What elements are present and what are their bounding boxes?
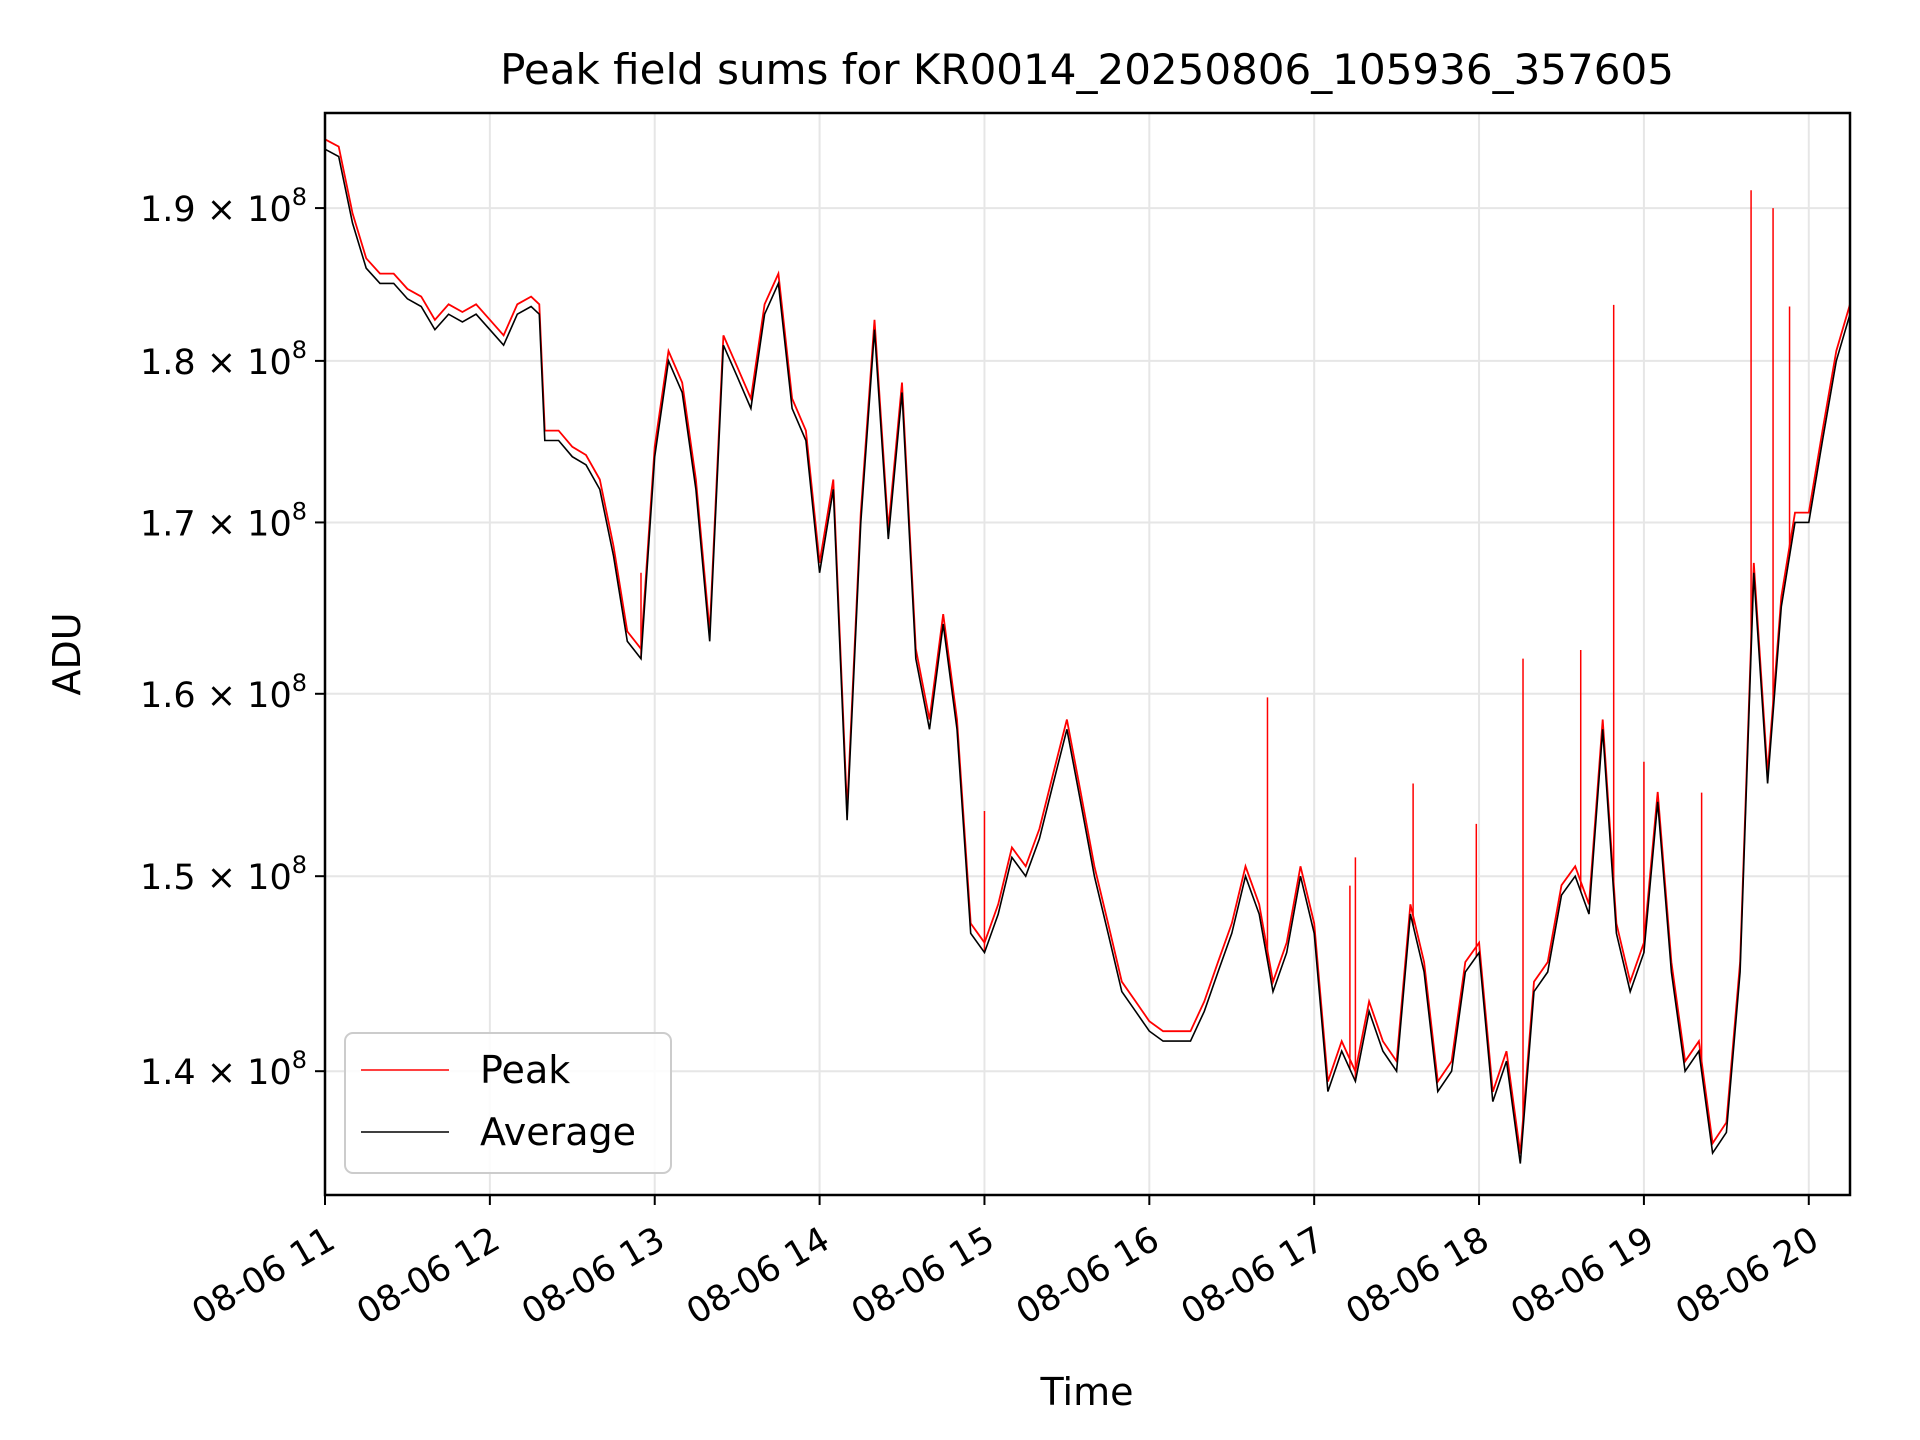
legend-peak-label: Peak (480, 1048, 570, 1092)
y-axis-label: ADU (45, 612, 89, 695)
y-tick-label: 1.8 × 108 (140, 336, 307, 383)
y-tick-label: 1.4 × 108 (140, 1046, 307, 1093)
plot-frame (323, 111, 1852, 1197)
y-tick-label: 1.9 × 108 (140, 183, 307, 230)
legend-average-label: Average (480, 1110, 636, 1154)
gridlines (324, 113, 1850, 1195)
x-axis-label: Time (1040, 1370, 1134, 1414)
chart-title: Peak field sums for KR0014_20250806_1059… (500, 45, 1674, 94)
y-axis-ticks: 1.4 × 108 1.5 × 108 1.6 × 108 1.7 × 108 1.8 … (140, 183, 325, 1093)
legend: Peak Average (344, 1032, 672, 1174)
legend-box (344, 1032, 672, 1174)
series-line-average (324, 148, 1851, 1164)
y-tick-label: 1.6 × 108 (140, 669, 307, 716)
series-lines (324, 138, 1851, 1164)
y-tick-label: 1.5 × 108 (140, 851, 307, 898)
y-tick-label: 1.7 × 108 (140, 497, 307, 544)
